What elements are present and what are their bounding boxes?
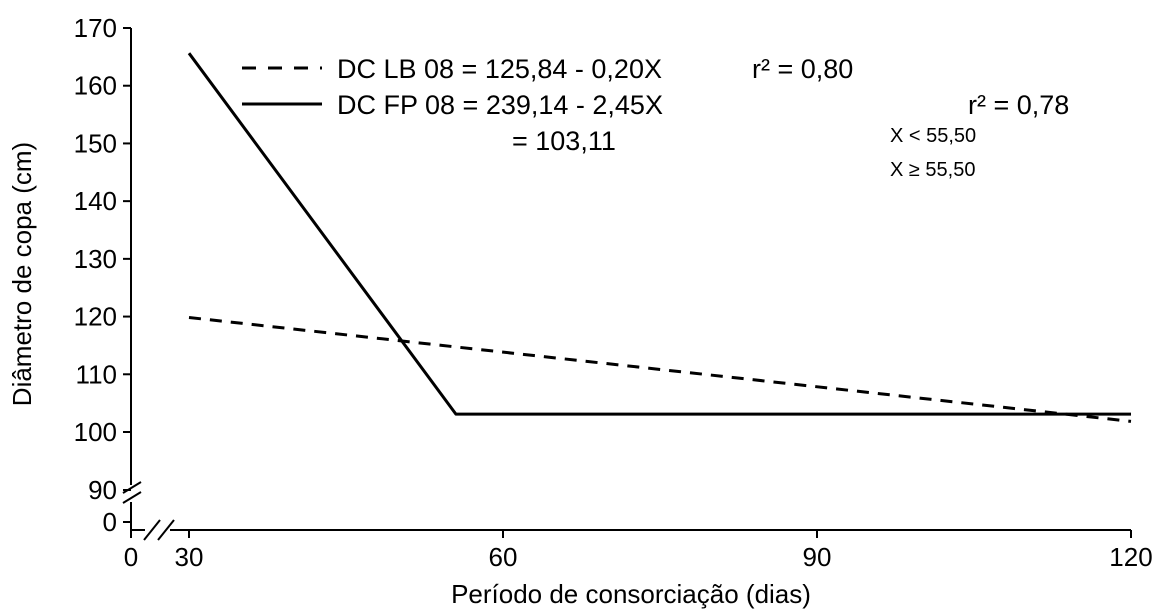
y-tick-label: 150 xyxy=(74,128,117,158)
y-tick-label: 100 xyxy=(74,417,117,447)
x-tick-label: 90 xyxy=(803,542,832,572)
y-tick-label: 170 xyxy=(74,13,117,43)
legend-r2-fp: r² = 0,78 xyxy=(968,90,1069,120)
legend-plateau-fp: = 103,11 xyxy=(512,126,616,156)
legend-label-fp: DC FP 08 = 239,14 - 2,45X xyxy=(337,90,663,120)
x-axis-break-mark xyxy=(157,519,175,541)
y-tick-label: 130 xyxy=(74,244,117,274)
y-tick-label: 0 xyxy=(103,507,117,537)
condition-lower: X < 55,50 xyxy=(890,125,976,147)
y-axis-break-mark xyxy=(122,481,142,494)
legend-label-lb: DC LB 08 = 125,84 - 0,20X xyxy=(337,54,662,84)
y-axis-title: Diâmetro de copa (cm) xyxy=(7,142,37,406)
y-tick-label: 90 xyxy=(88,475,117,505)
condition-upper: X ≥ 55,50 xyxy=(890,159,975,181)
y-tick-label: 140 xyxy=(74,186,117,216)
x-tick-label: 120 xyxy=(1109,542,1152,572)
x-axis-break-mark xyxy=(143,519,161,541)
x-tick-label: 60 xyxy=(489,542,518,572)
legend-r2-lb: r² = 0,80 xyxy=(752,54,853,84)
y-tick-label: 110 xyxy=(76,359,117,389)
series-lines xyxy=(187,52,1132,423)
series-line-dc-lb-08 xyxy=(188,316,1132,423)
y-axis-break-mark xyxy=(122,491,142,504)
y-tick-label: 160 xyxy=(74,71,117,101)
x-tick-label: 0 xyxy=(124,542,138,572)
x-axis-title: Período de consorciação (dias) xyxy=(451,579,811,609)
x-tick-label: 30 xyxy=(175,542,204,572)
y-tick-label: 120 xyxy=(74,302,117,332)
series-line-dc-fp-08 xyxy=(187,52,1131,416)
legend: DC LB 08 = 125,84 - 0,20X r² = 0,80 DC F… xyxy=(242,54,1069,181)
